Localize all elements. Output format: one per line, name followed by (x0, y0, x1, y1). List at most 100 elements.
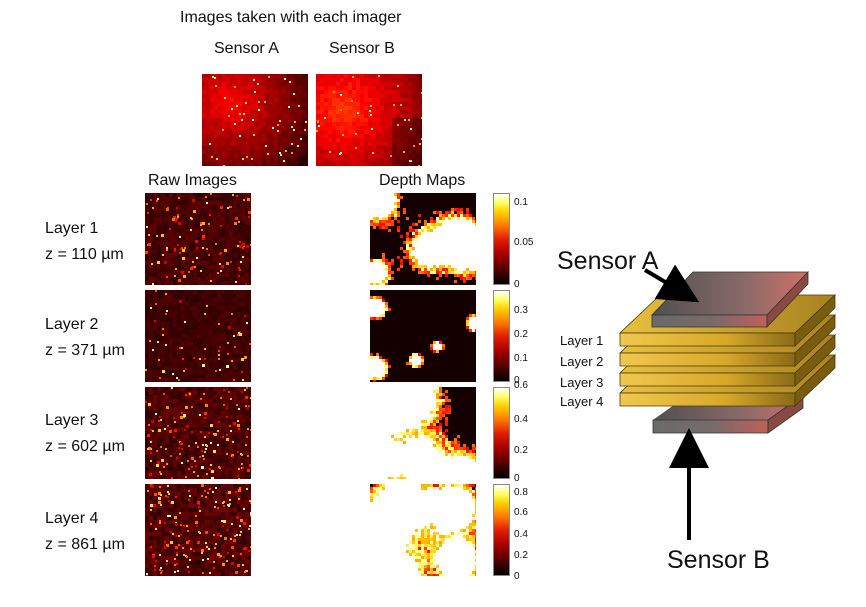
pixel (348, 74, 352, 78)
depth-edge (391, 262, 394, 265)
depth-pixel (442, 232, 445, 235)
pixel (214, 150, 218, 154)
depth-pixel (472, 256, 475, 259)
pixel (241, 484, 245, 488)
pixel (185, 544, 189, 548)
pixel (177, 241, 181, 245)
pixel (332, 78, 336, 82)
pixel (396, 126, 400, 130)
depth-edge (403, 256, 406, 259)
pixel (360, 138, 364, 142)
pixel (221, 471, 225, 475)
depth-edge (388, 229, 391, 232)
pixel (241, 455, 245, 459)
pixel (209, 354, 213, 358)
pixel (245, 318, 249, 322)
depth-edge (442, 271, 445, 274)
pixel (185, 532, 189, 536)
pixel (173, 201, 177, 205)
depth-pixel (448, 244, 451, 247)
pixel (149, 399, 153, 403)
speckle (238, 221, 240, 223)
speckle (230, 206, 232, 208)
depth-pixel (454, 238, 457, 241)
pixel (202, 150, 206, 154)
pixel (278, 126, 282, 130)
speckle (189, 495, 191, 497)
pixel (298, 106, 302, 110)
pixel (266, 110, 270, 114)
pixel (181, 504, 185, 508)
depth-edge (391, 271, 394, 274)
pixel (181, 508, 185, 512)
speckle (193, 210, 196, 213)
pixel (185, 516, 189, 520)
speckle (214, 77, 216, 79)
pixel (177, 245, 181, 249)
pixel (177, 415, 181, 419)
pixel (165, 322, 169, 326)
speckle (193, 357, 195, 359)
pixel (225, 403, 229, 407)
pixel (209, 265, 213, 269)
pixel (266, 158, 270, 162)
pixel (225, 302, 229, 306)
speckle (192, 199, 195, 202)
depth-edge (466, 268, 469, 271)
depth-pixel (457, 235, 460, 238)
depth-edge (391, 220, 394, 223)
pixel (197, 229, 201, 233)
pixel (237, 249, 241, 253)
pixel (245, 508, 249, 512)
pixel (368, 158, 372, 162)
speckle (205, 496, 207, 498)
pixel (221, 447, 225, 451)
pixel (344, 90, 348, 94)
pixel (221, 310, 225, 314)
pixel (173, 358, 177, 362)
speckle (156, 464, 159, 467)
pixel (278, 90, 282, 94)
pixel (294, 138, 298, 142)
pixel (237, 362, 241, 366)
speckle (196, 257, 198, 259)
speckle (228, 326, 231, 329)
pixel (197, 471, 201, 475)
depth-pixel (412, 253, 415, 256)
speckle (179, 236, 181, 238)
pixel (221, 548, 225, 552)
pixel (193, 496, 197, 500)
speckle (250, 397, 251, 399)
speckle (243, 199, 245, 201)
pixel (316, 138, 320, 142)
pixel (193, 322, 197, 326)
pixel (213, 492, 217, 496)
pixel (230, 134, 234, 138)
pixel (169, 415, 173, 419)
pixel (233, 544, 237, 548)
pixel (181, 399, 185, 403)
pixel (218, 150, 222, 154)
pixel (189, 322, 193, 326)
pixel (340, 122, 344, 126)
pixel (161, 536, 165, 540)
pixel (153, 415, 157, 419)
depth-pixel (370, 217, 373, 220)
pixel (165, 467, 169, 471)
pixel (201, 241, 205, 245)
pixel (266, 142, 270, 146)
depth-pixel (457, 229, 460, 232)
pixel (250, 150, 254, 154)
pixel (157, 205, 161, 209)
depth-edge (424, 220, 427, 223)
pixel (205, 419, 209, 423)
pixel (237, 318, 241, 322)
pixel (149, 415, 153, 419)
pixel (197, 217, 201, 221)
speckle (195, 465, 197, 467)
pixel (193, 407, 197, 411)
speckle (316, 130, 318, 132)
depth-edge (409, 247, 412, 250)
pixel (324, 158, 328, 162)
pixel (169, 443, 173, 447)
